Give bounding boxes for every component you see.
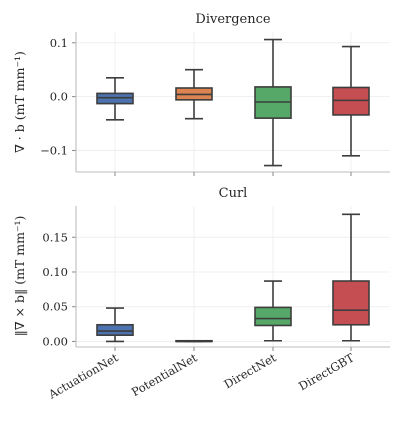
curl-ylabel: ‖∇ × b‖ (mT mm⁻¹) <box>12 216 27 337</box>
curl-ytick-label-1: 0.05 <box>42 300 68 314</box>
curl-ytick-label-3: 0.15 <box>42 230 68 244</box>
curl-directnet-box <box>254 280 292 342</box>
category-label-directnet: DirectNet <box>221 350 278 391</box>
curl-potentialnet-box <box>175 339 213 343</box>
category-label-directgbt: DirectGBT <box>296 350 357 393</box>
divergence-title: Divergence <box>195 12 271 27</box>
curl-directnet-iqr-rect <box>254 306 292 327</box>
divergence-panel: Divergence ∇ · b (mT mm⁻¹) −0.1 0.0 0.1 <box>12 12 390 176</box>
curl-ytick-label-2: 0.10 <box>42 265 68 279</box>
divergence-actuationnet-iqr-rect <box>96 92 134 105</box>
divergence-ytick-label-2: 0.1 <box>50 36 68 50</box>
category-label-actuationnet: ActuationNet <box>45 350 121 402</box>
divergence-potentialnet-box <box>175 68 213 120</box>
divergence-ylabel: ∇ · b (mT mm⁻¹) <box>12 51 27 153</box>
curl-ytick-label-0: 0.00 <box>42 334 68 348</box>
divergence-directgbt-iqr-rect <box>332 86 370 116</box>
divergence-ytick-label-0: −0.1 <box>40 143 68 157</box>
divergence-ytick-label-1: 0.0 <box>50 90 68 104</box>
curl-actuationnet-iqr-rect <box>96 323 134 336</box>
curl-title: Curl <box>219 186 248 201</box>
category-labels: ActuationNet PotentialNet DirectNet DirectG… <box>45 350 356 402</box>
divergence-directnet-box <box>254 38 292 167</box>
curl-directgbt-iqr-rect <box>332 280 370 326</box>
curl-directgbt-box <box>332 213 370 342</box>
category-label-potentialnet: PotentialNet <box>129 350 200 399</box>
curl-panel: Curl ‖∇ × b‖ (mT mm⁻¹) 0.00 0.05 0.10 0.15 <box>12 186 390 351</box>
divergence-actuationnet-box <box>96 76 134 121</box>
curl-actuationnet-box <box>96 307 134 343</box>
divergence-plot-area: −0.1 0.0 0.1 <box>40 32 390 176</box>
curl-plot-area: 0.00 0.05 0.10 0.15 <box>42 206 390 351</box>
divergence-directgbt-box <box>332 45 370 157</box>
